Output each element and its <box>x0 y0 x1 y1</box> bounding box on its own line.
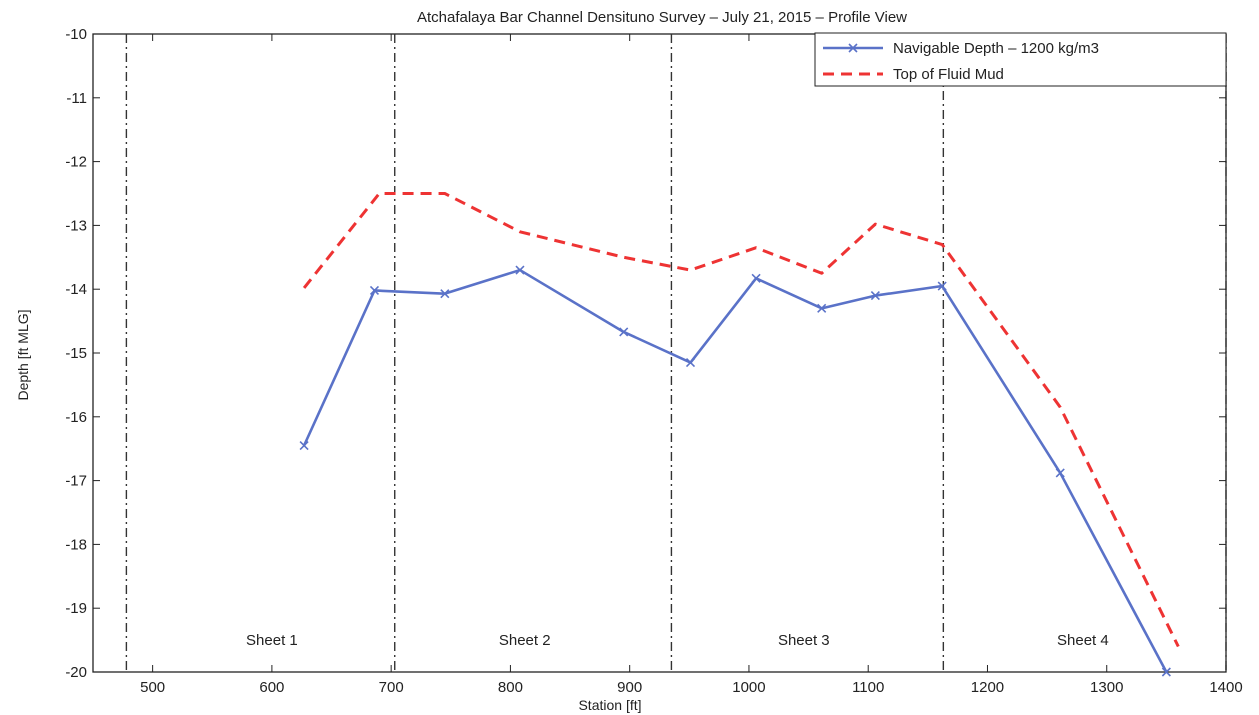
y-tick-label: -10 <box>65 26 87 43</box>
sheet-label: Sheet 3 <box>778 632 830 649</box>
data-series <box>299 192 1180 677</box>
x-tick-label: 1400 <box>1209 679 1242 696</box>
x-axis-label: Station [ft] <box>578 697 641 713</box>
y-tick-label: -17 <box>65 473 87 490</box>
sheet-labels: Sheet 1 Sheet 2 Sheet 3 Sheet 4 <box>246 632 1109 649</box>
series-line-navigable-depth <box>302 268 1168 673</box>
legend-marker-navigable-depth <box>848 43 858 53</box>
chart-title: Atchafalaya Bar Channel Densituno Survey… <box>417 9 907 26</box>
legend-label-fluid-mud: Top of Fluid Mud <box>893 66 1004 83</box>
data-point-marker <box>369 285 380 296</box>
x-tick-label: 500 <box>140 679 165 696</box>
data-point-marker <box>1161 667 1171 677</box>
data-point-marker <box>440 289 450 299</box>
data-point-marker <box>685 358 696 368</box>
y-tick-label: -15 <box>65 345 87 362</box>
sheet-label: Sheet 1 <box>246 632 298 649</box>
x-axis-ticks: 500 600 700 800 900 1000 1100 1200 1300 1400 <box>140 34 1243 696</box>
x-tick-label: 800 <box>498 679 523 696</box>
x-tick-label: 1300 <box>1090 679 1123 696</box>
x-tick-label: 1200 <box>971 679 1004 696</box>
legend-label-navigable-depth: Navigable Depth – 1200 kg/m3 <box>893 40 1099 57</box>
legend: Navigable Depth – 1200 kg/m3 Top of Flui… <box>814 32 1227 87</box>
data-point-marker <box>817 303 827 313</box>
x-tick-label: 1000 <box>732 679 765 696</box>
y-tick-label: -18 <box>65 536 87 553</box>
y-axis-label: Depth [ft MLG] <box>15 309 31 400</box>
data-point-marker <box>515 265 525 275</box>
y-axis-ticks: -10 -11 -12 -13 -14 -15 -16 -17 -18 -19 -20 <box>65 26 1226 681</box>
y-tick-label: -11 <box>66 90 87 107</box>
sheet-boundaries <box>125 34 1227 672</box>
data-point-marker <box>870 291 880 301</box>
y-tick-label: -12 <box>65 154 87 171</box>
y-tick-label: -19 <box>65 600 87 617</box>
data-point-marker <box>619 327 629 337</box>
y-tick-label: -14 <box>65 281 87 298</box>
x-tick-label: 1100 <box>852 679 884 696</box>
legend-box <box>814 32 1227 87</box>
x-tick-label: 600 <box>259 679 284 696</box>
data-point-marker <box>937 281 947 291</box>
y-tick-label: -20 <box>65 664 87 681</box>
sheet-label: Sheet 4 <box>1057 632 1109 649</box>
legend-marker-x <box>848 43 858 53</box>
y-tick-label: -16 <box>65 409 87 426</box>
x-tick-label: 700 <box>379 679 404 696</box>
y-tick-label: -13 <box>65 217 87 234</box>
x-tick-label: 900 <box>617 679 642 696</box>
data-point-marker <box>751 273 761 283</box>
data-point-marker <box>1055 468 1065 478</box>
sheet-label: Sheet 2 <box>499 632 551 649</box>
data-point-marker <box>299 440 309 451</box>
plot-frame <box>92 33 1227 673</box>
series-line-fluid-mud <box>302 192 1180 648</box>
